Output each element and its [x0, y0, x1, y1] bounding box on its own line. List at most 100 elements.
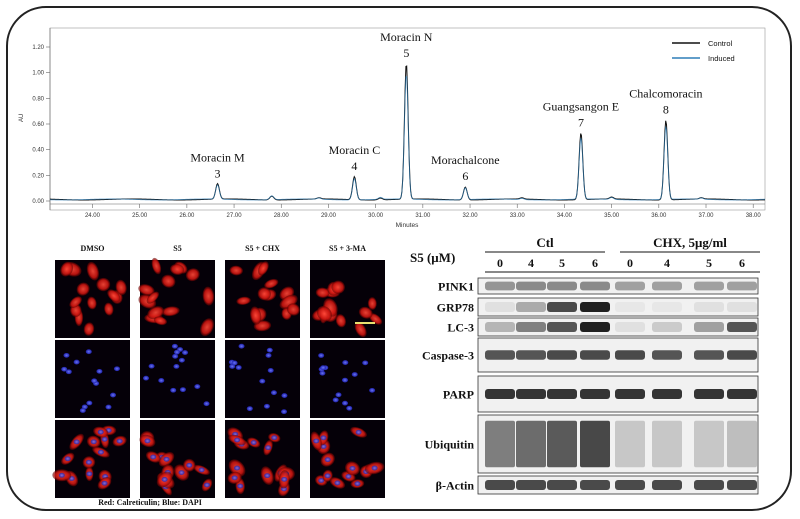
- blot-band: [580, 302, 610, 312]
- blot-band: [516, 388, 546, 400]
- blot-band: [547, 302, 577, 312]
- blot-band: [516, 302, 546, 312]
- hplc-x-tick-label: 32.00: [463, 213, 479, 219]
- blot-band: [547, 420, 577, 468]
- blot-row: β-Actin: [436, 475, 759, 495]
- microscopy-tile: [139, 420, 215, 498]
- blot-band: [615, 388, 645, 400]
- hplc-y-ticks: 0.00 0.20 0.40 0.60 0.80 1.00 1.20: [32, 45, 50, 205]
- dose-value: 4: [528, 256, 534, 270]
- blot-row-label: Caspase-3: [422, 349, 474, 363]
- hplc-peak-labels: Moracin M 3 Moracin C 4 Moracin N 5 Morachalco…: [190, 30, 702, 183]
- hplc-x-tick-label: 33.00: [510, 213, 526, 219]
- hplc-chromatogram: 0.000.200.400.600.801.001.20 24.00 25.00 2…: [19, 27, 766, 229]
- dose-value: 6: [739, 256, 745, 270]
- hplc-x-tick-label: 34.00: [557, 213, 573, 219]
- blot-band: [547, 350, 577, 360]
- blot-row-label: PINK1: [438, 280, 474, 294]
- hplc-x-ticks: 24.00 25.00 26.00 27.00 28.00 29.00 30.00 31.00…: [85, 204, 761, 219]
- blot-band: [652, 281, 682, 291]
- legend-induced-label: Induced: [708, 54, 735, 63]
- microscopy-caption: Red: Calreticulin; Blue: DAPI: [98, 498, 202, 507]
- blot-band: [516, 322, 546, 332]
- peak-name-label: Guangsangon E: [543, 99, 619, 113]
- peak-name-label: Moracin N: [380, 30, 433, 44]
- hplc-y-tick-label: 0.80: [32, 96, 44, 102]
- blot-row-label: PARP: [443, 388, 474, 402]
- induced-trace: [49, 76, 766, 201]
- hplc-y-tick-label: 0.00: [32, 199, 44, 205]
- hplc-x-tick-label: 31.00: [415, 213, 431, 219]
- blot-band: [694, 420, 724, 468]
- blot-band: [547, 480, 577, 490]
- western-blot-panel: S5 (μM) Ctl 0 4 5 6 CHX, 5μg/ml 0 4 5 6 PINK1 GRP7…: [410, 235, 760, 495]
- microscopy-tile: [55, 340, 130, 418]
- blot-band: [516, 480, 546, 490]
- dose-value: 0: [627, 256, 633, 270]
- microscopy-tile: [310, 340, 385, 418]
- blot-band: [485, 480, 515, 490]
- blot-band: [694, 480, 724, 490]
- blot-band: [652, 388, 682, 400]
- blot-band: [652, 350, 682, 360]
- blot-band: [615, 350, 645, 360]
- microscopy-column-headers: DMSO S5 S5 + CHX S5 + 3-MA: [81, 244, 367, 253]
- microscopy-tile: [52, 420, 130, 498]
- blot-row: LC-3: [447, 317, 759, 337]
- microscopy-tile: [140, 340, 215, 418]
- hplc-y-tick-label: 0.60: [32, 122, 44, 128]
- hplc-x-title: Minutes: [396, 222, 420, 229]
- peak-name-label: Moracin M: [190, 151, 245, 165]
- blot-band: [652, 302, 682, 312]
- blot-group-label: CHX, 5μg/ml: [653, 235, 727, 250]
- dose-label: S5 (μM): [410, 250, 455, 265]
- blot-band: [615, 480, 645, 490]
- blot-band: [580, 281, 610, 291]
- blot-band: [547, 388, 577, 400]
- hplc-y-unit: AU: [19, 114, 25, 122]
- peak-number-label: 5: [403, 46, 409, 60]
- blot-header: Ctl 0 4 5 6 CHX, 5μg/ml 0 4 5 6: [485, 235, 760, 273]
- peak-number-label: 8: [663, 102, 669, 116]
- microscopy-tile: [225, 420, 300, 498]
- blot-band: [652, 322, 682, 332]
- hplc-x-tick-label: 29.00: [321, 213, 337, 219]
- microscopy-tile: [225, 260, 300, 338]
- hplc-x-tick-label: 25.00: [132, 213, 148, 219]
- blot-band: [727, 388, 757, 400]
- microscopy-tile: [310, 260, 385, 338]
- peak-number-label: 3: [215, 167, 221, 181]
- blot-row-label: LC-3: [447, 321, 474, 335]
- hplc-x-tick-label: 30.00: [368, 213, 384, 219]
- blot-band: [694, 388, 724, 400]
- hplc-y-tick-label: 1.20: [32, 45, 44, 51]
- blot-band: [580, 350, 610, 360]
- blot-band: [580, 322, 610, 332]
- blot-band: [516, 350, 546, 360]
- blot-group-label: Ctl: [536, 235, 554, 250]
- blot-band: [727, 420, 757, 468]
- dose-value: 5: [559, 256, 565, 270]
- blot-band: [580, 420, 610, 468]
- blot-band: [485, 302, 515, 312]
- hplc-x-tick-label: 36.00: [651, 213, 667, 219]
- blot-band: [652, 480, 682, 490]
- blot-band: [615, 420, 645, 468]
- blot-band: [485, 420, 515, 468]
- microscopy-column-label: DMSO: [81, 244, 105, 253]
- blot-band: [485, 388, 515, 400]
- microscopy-column-label: S5 + CHX: [245, 244, 280, 253]
- blot-band: [694, 322, 724, 332]
- blot-band: [727, 480, 757, 490]
- microscopy-tile: [138, 257, 215, 338]
- blot-band: [694, 281, 724, 291]
- blot-row: Ubiquitin: [425, 414, 759, 474]
- peak-number-label: 7: [578, 115, 584, 129]
- blot-band: [485, 322, 515, 332]
- blot-band: [547, 281, 577, 291]
- blot-row: GRP78: [437, 297, 759, 317]
- hplc-x-tick-label: 24.00: [85, 213, 101, 219]
- microscopy-panel: DMSO S5 S5 + CHX S5 + 3-MA Red: Calreticuli…: [52, 244, 385, 507]
- blot-band: [694, 302, 724, 312]
